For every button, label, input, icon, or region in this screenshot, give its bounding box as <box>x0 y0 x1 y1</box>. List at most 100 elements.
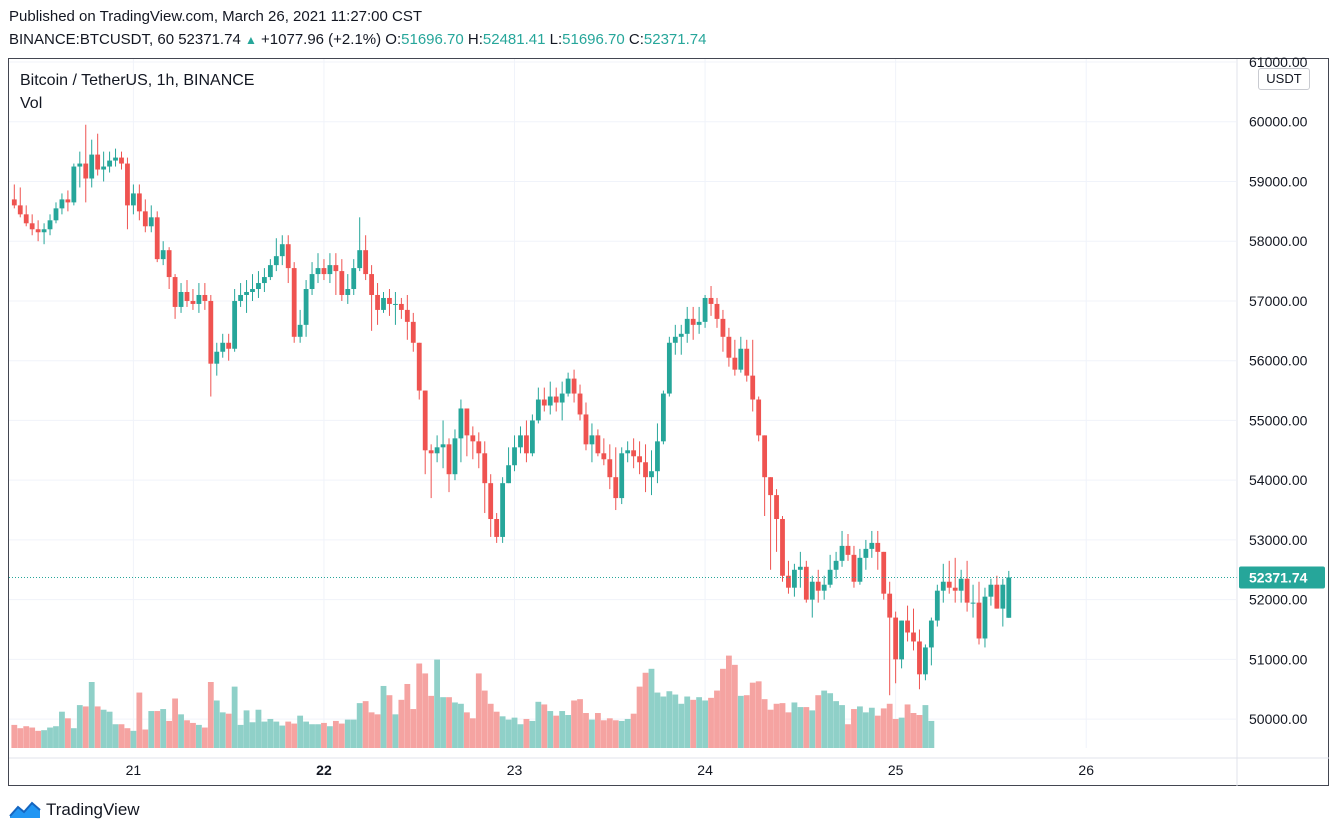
price-change: +1077.96 (+2.1%) <box>261 31 382 48</box>
volume-bar <box>696 697 703 748</box>
volume-bar <box>868 707 875 748</box>
volume-bar <box>839 705 845 748</box>
candle-body <box>464 408 470 436</box>
volume-bar <box>386 695 393 748</box>
candle-body <box>696 321 702 325</box>
candle-body <box>416 342 422 391</box>
volume-bar <box>880 708 887 748</box>
candle-body <box>220 342 226 352</box>
candle-body <box>637 456 642 463</box>
candle-body <box>232 300 238 349</box>
candle-body <box>988 584 994 597</box>
candle-body <box>172 277 178 307</box>
candle-body <box>946 581 952 588</box>
volume-bar <box>541 704 548 748</box>
volume-bar <box>565 715 572 748</box>
candle-body <box>494 519 500 537</box>
chart-frame[interactable] <box>8 58 1329 786</box>
candle-body <box>363 250 369 275</box>
volume-bar <box>440 697 446 748</box>
candle-body <box>583 414 589 445</box>
volume-bar <box>624 718 631 748</box>
candle-body <box>869 542 875 549</box>
volume-bar <box>803 707 810 748</box>
low-value: 51696.70 <box>562 31 625 48</box>
candle-body <box>506 465 511 484</box>
currency-badge[interactable]: USDT <box>1258 68 1310 90</box>
volume-bar <box>41 730 47 748</box>
volume-bar <box>916 715 923 748</box>
candle-body <box>196 294 202 304</box>
x-tick-label: 24 <box>697 762 713 778</box>
volume-bar <box>583 713 589 748</box>
volume-bar <box>726 655 732 748</box>
volume-bar <box>606 718 613 748</box>
volume-bar <box>749 682 756 748</box>
volume-bar <box>374 714 381 748</box>
volume-bar <box>243 710 250 748</box>
candle-body <box>184 291 190 301</box>
volume-bar <box>249 722 256 748</box>
candle-body <box>720 318 726 337</box>
candle-body <box>845 545 851 555</box>
candle-body <box>518 435 523 448</box>
volume-bar <box>892 718 899 748</box>
volume-bar <box>190 722 196 748</box>
candle-body <box>89 154 95 179</box>
candle-body <box>262 277 267 284</box>
volume-bar <box>88 682 95 748</box>
candle-body <box>982 596 988 639</box>
candle-body <box>744 348 750 376</box>
volume-bar <box>660 696 667 748</box>
volume-bar <box>404 683 411 748</box>
volume-bar <box>481 690 488 748</box>
candle-body <box>529 420 535 454</box>
volume-bar <box>505 719 512 748</box>
volume-bar <box>106 711 113 748</box>
volume-bar <box>463 712 470 748</box>
candle-body <box>142 211 148 227</box>
volume-bar <box>571 700 577 748</box>
volume-bar <box>392 714 399 748</box>
volume-bar <box>487 703 494 748</box>
candle-body <box>732 357 738 370</box>
candle-body <box>160 250 166 260</box>
candle-body <box>440 444 446 448</box>
candle-body <box>774 495 779 520</box>
candle-body <box>649 471 654 478</box>
volume-bar <box>547 711 554 748</box>
candle-body <box>565 378 571 394</box>
volume-bar <box>362 701 369 748</box>
candle-body <box>875 542 881 552</box>
y-tick-label: 58000.00 <box>1249 233 1308 249</box>
volume-bar <box>47 727 53 748</box>
volume-bar <box>743 695 750 748</box>
high-value: 52481.41 <box>482 31 546 48</box>
candle-body <box>208 300 214 364</box>
candle-body <box>684 318 690 334</box>
y-tick-label: 56000.00 <box>1249 353 1308 369</box>
volume-bar <box>237 724 244 748</box>
candle-body <box>136 193 142 212</box>
candle-body <box>256 283 261 290</box>
volume-bar <box>136 692 143 748</box>
y-tick-label: 57000.00 <box>1249 293 1308 309</box>
candle-body <box>923 647 928 675</box>
volume-bar <box>469 718 476 748</box>
volume-bar <box>76 705 83 748</box>
candle-body <box>267 265 273 278</box>
candle-body <box>934 590 940 621</box>
candle-body <box>726 336 732 358</box>
candle-body <box>839 545 845 561</box>
candle-body <box>470 435 476 442</box>
volume-bar <box>475 673 482 748</box>
volume-bar <box>755 681 762 748</box>
close-label: C: <box>628 31 644 48</box>
candle-body <box>458 408 464 439</box>
candle-body <box>595 435 601 454</box>
close-value: 52371.74 <box>643 31 707 48</box>
tradingview-brand[interactable]: TradingView <box>8 800 140 820</box>
candle-body <box>899 620 904 660</box>
volume-bar <box>684 696 691 748</box>
